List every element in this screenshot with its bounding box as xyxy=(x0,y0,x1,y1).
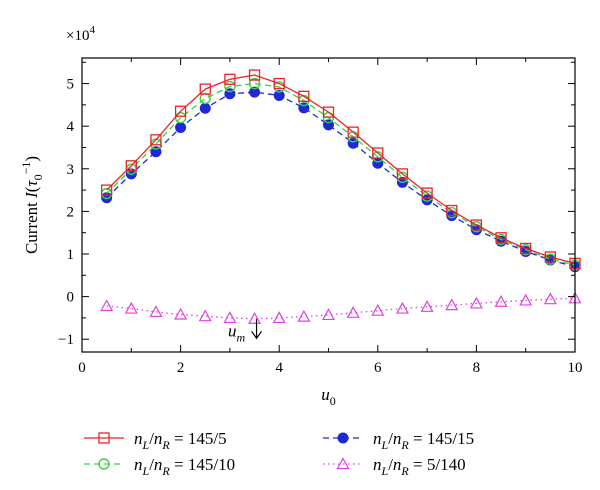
plot-layer: um xyxy=(100,69,582,344)
square-marker xyxy=(396,168,409,180)
legend-layer: nL/nR = 145/5 nL/nR = 145/10 nL/nR = 145/1… xyxy=(84,429,474,478)
filled-circle-marker xyxy=(199,102,211,114)
triangle-marker xyxy=(494,294,508,307)
triangle-marker xyxy=(198,309,212,322)
x-tick-label: 2 xyxy=(177,360,185,376)
x-tick-label: 10 xyxy=(568,360,583,376)
y-tick-label: 1 xyxy=(67,247,75,263)
triangle-marker xyxy=(371,303,385,316)
square-marker xyxy=(150,134,162,146)
y-tick-label: 5 xyxy=(67,77,75,93)
circle-marker xyxy=(248,77,261,90)
legend-label: nL/nR = 5/140 xyxy=(373,455,466,478)
circle-marker xyxy=(199,92,211,105)
square-marker xyxy=(98,432,110,444)
legend-item-2: nL/nR = 145/15 xyxy=(323,429,474,452)
filled-circle-marker xyxy=(175,121,187,133)
triangle-marker xyxy=(395,301,409,314)
square-marker xyxy=(347,126,359,138)
square-marker xyxy=(544,251,556,263)
triangle-marker xyxy=(346,306,360,318)
y-axis-title: Current I(τ0−1) xyxy=(19,156,45,254)
circle-marker xyxy=(98,458,110,470)
square-marker xyxy=(273,77,285,90)
legend-item-3: nL/nR = 5/140 xyxy=(323,455,466,478)
y-tick-label: 2 xyxy=(67,204,75,220)
square-marker xyxy=(470,219,483,231)
y-tick-label: 3 xyxy=(67,162,75,178)
legend-label: nL/nR = 145/10 xyxy=(134,455,235,478)
triangle-marker xyxy=(223,311,237,324)
square-marker xyxy=(421,187,433,199)
triangle-marker xyxy=(297,309,311,322)
y-tick-label: 0 xyxy=(67,290,75,306)
x-tick-label: 0 xyxy=(78,360,86,376)
triangle-marker xyxy=(248,312,262,324)
square-marker xyxy=(125,160,137,172)
triangle-marker xyxy=(336,457,350,470)
series-2 xyxy=(101,86,581,273)
legend-label: nL/nR = 145/15 xyxy=(373,429,474,452)
annotation-arrow-head xyxy=(251,330,263,340)
square-marker xyxy=(495,232,507,244)
square-marker xyxy=(174,105,187,117)
square-marker xyxy=(298,90,310,102)
triangle-marker xyxy=(420,300,434,312)
filled-circle-marker xyxy=(337,432,349,444)
x-tick-label: 6 xyxy=(374,360,382,376)
triangle-marker xyxy=(469,296,483,309)
triangle-marker xyxy=(543,292,557,305)
series-line xyxy=(106,74,576,265)
legend-item-0: nL/nR = 145/5 xyxy=(84,429,227,452)
square-marker xyxy=(520,242,532,255)
triangle-marker xyxy=(100,299,114,312)
series-3 xyxy=(100,291,582,324)
x-tick-label: 8 xyxy=(473,360,481,376)
x-axis-title: u0 xyxy=(321,385,336,408)
filled-circle-marker xyxy=(150,146,162,158)
triangle-marker xyxy=(272,311,286,324)
square-marker xyxy=(224,73,236,85)
filled-circle-marker xyxy=(249,86,261,98)
square-marker xyxy=(446,204,458,217)
square-marker xyxy=(199,83,211,95)
triangle-marker xyxy=(124,301,138,314)
triangle-marker xyxy=(321,308,336,321)
legend-label: nL/nR = 145/5 xyxy=(134,429,227,452)
triangle-marker xyxy=(149,305,163,318)
legend-item-1: nL/nR = 145/10 xyxy=(84,455,235,478)
triangle-marker xyxy=(519,293,533,306)
filled-circle-marker xyxy=(273,89,285,101)
annotation-um: um xyxy=(228,321,246,344)
triangle-marker xyxy=(445,298,459,311)
square-marker xyxy=(372,147,384,159)
x-tick-label: 4 xyxy=(275,360,283,376)
series-0 xyxy=(101,69,581,270)
circle-marker xyxy=(224,80,236,93)
triangle-marker xyxy=(174,307,188,320)
square-marker xyxy=(322,106,335,118)
y-tick-label: −1 xyxy=(58,332,74,348)
y-tick-label: 4 xyxy=(67,119,75,135)
square-marker xyxy=(248,69,261,81)
square-marker xyxy=(101,184,113,196)
plot-frame xyxy=(81,57,576,353)
y-multiplier-label: ×104 xyxy=(66,24,95,44)
